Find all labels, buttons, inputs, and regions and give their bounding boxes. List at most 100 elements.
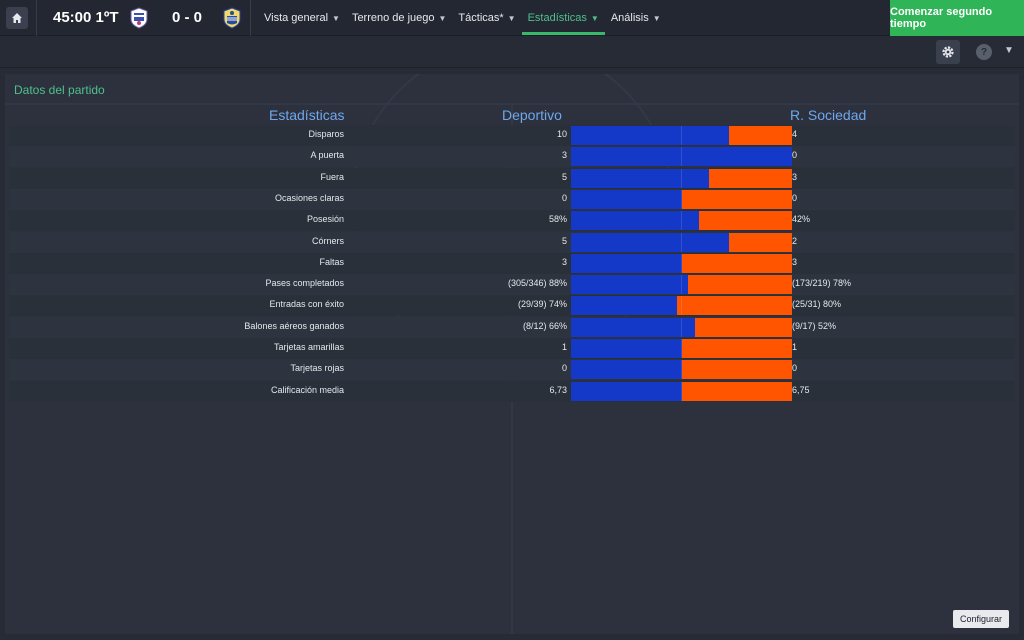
away-value: 0 — [792, 363, 798, 374]
home-bar-segment — [571, 360, 682, 380]
away-value: (173/219) 78% — [792, 278, 852, 289]
away-bar-segment — [682, 381, 792, 401]
comparison-bar — [571, 189, 792, 209]
home-value: 5 — [561, 235, 567, 246]
home-bar-segment — [571, 339, 682, 358]
bar-midline — [681, 147, 682, 167]
away-value: 2 — [792, 235, 798, 246]
settings-button[interactable] — [936, 40, 960, 64]
home-icon — [12, 13, 22, 23]
home-value: 5 — [561, 171, 567, 182]
nav-label: Tácticas* — [458, 12, 504, 24]
away-bar-segment — [729, 126, 792, 145]
away-bar-segment — [699, 211, 792, 231]
comparison-bar — [571, 339, 792, 358]
home-value: 1 — [561, 342, 567, 352]
comparison-bar — [571, 360, 792, 380]
nav-tacticas[interactable]: Tácticas* ▼ — [452, 0, 521, 36]
top-bar: 45:00 1ºT 0 - 0 Vista general ▼ Terreno … — [0, 0, 1024, 36]
nav-analisis[interactable]: Análisis ▼ — [605, 0, 667, 36]
home-button[interactable] — [6, 7, 28, 29]
divider — [250, 0, 251, 36]
chevron-down-icon: ▼ — [332, 13, 340, 23]
nav-terreno-de-juego[interactable]: Terreno de juego ▼ — [346, 0, 452, 36]
table-row: Entradas con éxito (29/39) 74% (25/31) 80% — [9, 295, 1015, 317]
stat-label: Disparos — [308, 129, 344, 139]
stat-label: Tarjetas amarillas — [273, 342, 344, 352]
table-row: A puerta 3 0 — [9, 146, 1015, 168]
table-row: Faltas 3 3 — [9, 252, 1015, 274]
away-value: 6,75 — [792, 384, 810, 395]
bar-midline — [681, 189, 682, 209]
deportivo-crest-icon — [130, 7, 148, 29]
bar-midline — [681, 360, 682, 380]
away-value: (9/17) 52% — [792, 320, 837, 331]
stat-label: A puerta — [310, 150, 344, 161]
table-row: Tarjetas amarillas 1 1 — [9, 338, 1015, 359]
comparison-bar — [571, 147, 792, 167]
score: 0 - 0 — [172, 9, 203, 26]
away-value: 0 — [792, 192, 798, 203]
home-value: 0 — [561, 192, 567, 203]
real-sociedad-crest-icon — [223, 7, 241, 29]
help-icon[interactable]: ? — [976, 44, 992, 60]
nav-label: Análisis — [610, 12, 649, 24]
nav-label: Estadísticas — [527, 12, 587, 24]
chevron-down-icon: ▼ — [438, 13, 447, 23]
bar-midline — [681, 296, 682, 316]
comparison-bar — [571, 168, 792, 188]
away-bar-segment — [682, 189, 792, 209]
home-team-header: Deportivo — [502, 107, 562, 123]
home-value: (29/39) 74% — [517, 299, 567, 310]
away-team-header: R. Sociedad — [790, 107, 867, 123]
nav-label: Vista general — [264, 12, 329, 24]
bar-midline — [681, 211, 682, 231]
chevron-down-icon: ▼ — [590, 13, 599, 23]
panel-title: Datos del partido — [14, 83, 105, 97]
comparison-bar — [571, 211, 792, 231]
table-row: Calificación media 6,73 6,75 — [9, 380, 1015, 402]
comparison-bar — [571, 275, 792, 295]
bar-midline — [681, 339, 682, 358]
away-value: 4 — [792, 129, 798, 139]
nav-vista-general[interactable]: Vista general ▼ — [258, 0, 346, 36]
stat-label: Calificación media — [270, 384, 344, 395]
home-bar-segment — [571, 253, 682, 273]
away-bar-segment — [682, 253, 792, 273]
home-bar-segment — [571, 211, 699, 231]
home-bar-segment — [571, 381, 682, 401]
comparison-bar — [571, 317, 792, 337]
bar-midline — [681, 317, 682, 337]
bar-midline — [681, 232, 682, 252]
divider — [36, 0, 37, 36]
comparison-bar — [571, 232, 792, 252]
home-bar-segment — [571, 147, 792, 167]
stats-column-header: Estadísticas — [269, 107, 345, 123]
bar-midline — [681, 381, 682, 401]
home-bar-segment — [571, 189, 682, 209]
home-bar-segment — [571, 275, 688, 295]
away-value: (25/31) 80% — [792, 299, 842, 310]
home-bar-segment — [571, 296, 677, 316]
main-nav: Vista general ▼ Terreno de juego ▼ Tácti… — [258, 0, 667, 36]
comparison-bar — [571, 381, 792, 401]
away-value: 3 — [792, 171, 798, 182]
away-bar-segment — [688, 275, 792, 295]
chevron-down-icon[interactable]: ▼ — [1004, 45, 1014, 56]
comparison-bar — [571, 296, 792, 316]
table-row: Tarjetas rojas 0 0 — [9, 359, 1015, 381]
away-value: 42% — [792, 214, 811, 225]
home-bar-segment — [571, 232, 729, 252]
start-second-half-button[interactable]: Comenzar segundo tiempo — [890, 0, 1024, 36]
home-value: 6,73 — [549, 384, 567, 395]
stat-label: Pases completados — [265, 278, 344, 289]
home-value: (305/346) 88% — [507, 278, 567, 289]
bar-midline — [681, 126, 682, 145]
stat-label: Córners — [311, 235, 344, 246]
configure-button[interactable]: Configurar — [953, 610, 1009, 628]
comparison-bar — [571, 253, 792, 273]
table-row: Balones aéreos ganados (8/12) 66% (9/17) 5… — [9, 316, 1015, 338]
stat-label: Entradas con éxito — [269, 299, 344, 310]
home-value: 0 — [561, 363, 567, 374]
nav-estadisticas[interactable]: Estadísticas ▼ — [521, 0, 606, 36]
